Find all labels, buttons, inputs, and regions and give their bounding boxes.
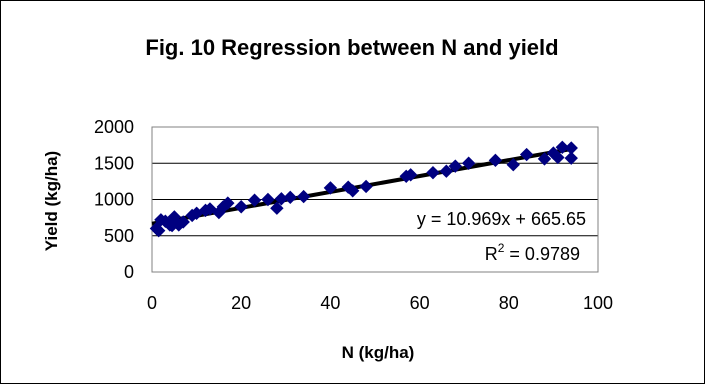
data-point: [323, 181, 338, 195]
chart-title: Fig. 10 Regression between N and yield: [145, 35, 558, 60]
y-axis-title: Yield (kg/ha): [42, 151, 61, 251]
data-point: [221, 196, 235, 210]
regression-equation-label: y = 10.969x + 665.65: [417, 209, 586, 229]
data-point: [488, 153, 503, 168]
data-point: [247, 193, 262, 207]
data-point: [283, 190, 297, 205]
data-point: [234, 200, 248, 214]
points-layer: [149, 140, 578, 238]
x-axis-title: N (kg/ha): [342, 343, 415, 362]
data-point: [296, 189, 311, 204]
data-point: [176, 215, 190, 229]
data-point: [564, 151, 578, 165]
data-point: [359, 179, 373, 194]
data-point: [519, 147, 534, 162]
y-tick-label: 0: [124, 262, 134, 282]
x-tick-label: 20: [231, 293, 251, 313]
data-point: [537, 152, 552, 166]
data-point: [448, 159, 462, 173]
x-tick-label: 40: [320, 293, 340, 313]
x-tick-label: 0: [147, 293, 157, 313]
data-point: [270, 201, 284, 215]
data-point: [151, 223, 166, 238]
data-point: [261, 192, 275, 207]
data-point: [345, 184, 360, 198]
y-tick-label: 1000: [94, 190, 134, 210]
r-squared-superscript: 2: [498, 241, 505, 255]
r-squared-value: = 0.9789: [504, 244, 580, 264]
data-point: [439, 164, 454, 178]
plot-area-border: [151, 126, 599, 273]
tick-layer: 0 500 1000 1500 2000 0 20 40 60 80 100: [94, 117, 613, 313]
data-point: [551, 150, 565, 165]
x-tick-label: 80: [499, 293, 519, 313]
y-tick-label: 1500: [94, 153, 134, 173]
data-point: [461, 156, 476, 170]
y-tick-label: 2000: [94, 117, 134, 137]
data-point: [506, 157, 520, 172]
data-point: [555, 140, 570, 155]
y-tick-label: 500: [104, 226, 134, 246]
data-point: [426, 165, 440, 180]
x-tick-label: 100: [583, 293, 613, 313]
x-tick-label: 60: [410, 293, 430, 313]
data-point: [403, 168, 418, 182]
r-squared-label: R2 = 0.9789: [485, 241, 580, 264]
r-squared-symbol: R: [485, 244, 498, 264]
